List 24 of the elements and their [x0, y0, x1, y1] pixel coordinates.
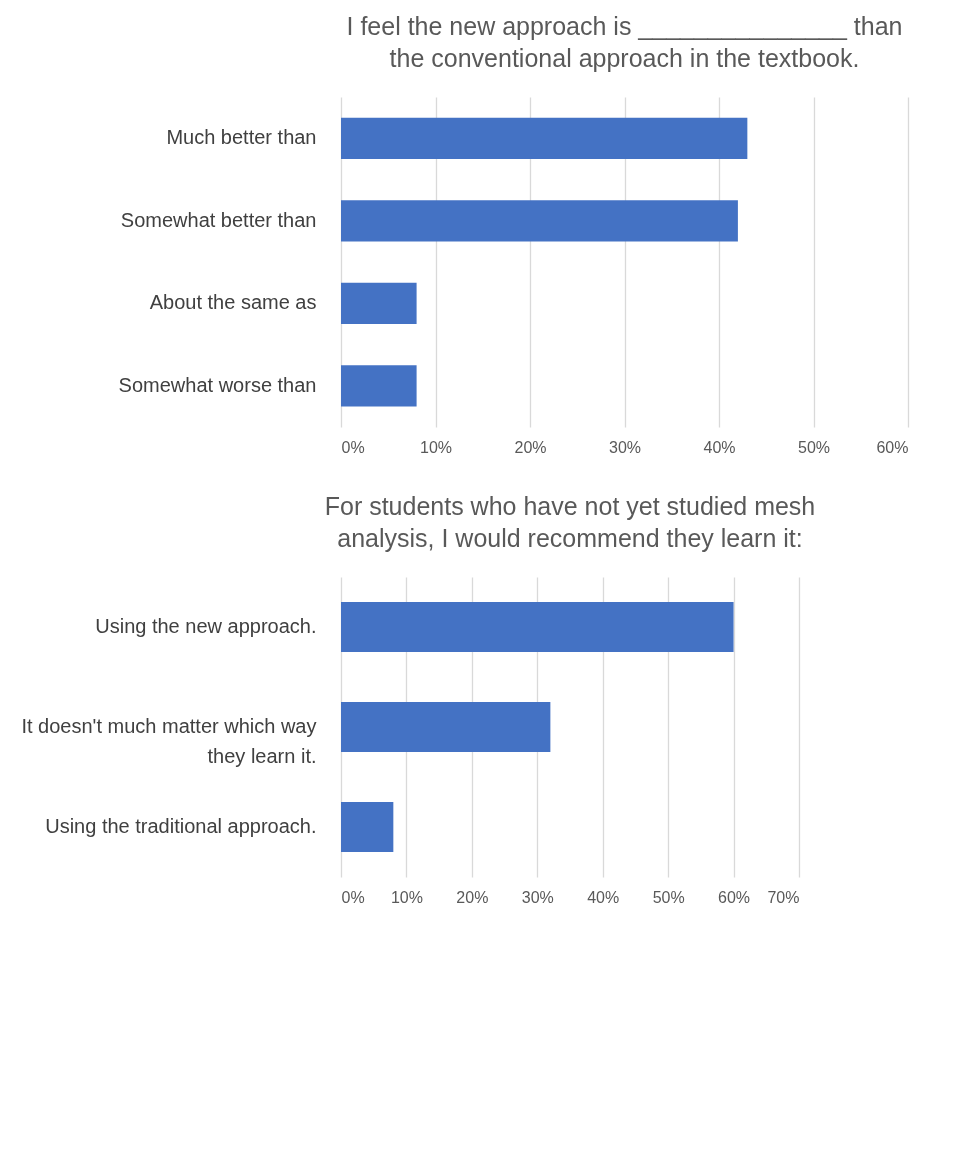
chart-title: For students who have not yet studied mesh analysis, I would recommend they learn it: — [324, 492, 816, 552]
y-tick-label: Somewhat better than — [120, 208, 317, 231]
x-tick-label: 20% — [514, 438, 547, 456]
y-tick-label: Somewhat worse than — [118, 373, 317, 396]
chart-title: I feel the new approach is _______________ than the conventional approach in the textbook. — [346, 12, 903, 72]
x-tick-label: 40% — [703, 438, 736, 456]
x-tick-label: 30% — [608, 438, 642, 456]
y-tick-label: It doesn't much matter which way they learn it. — [21, 715, 317, 767]
y-tick-label: About the same as — [149, 291, 317, 314]
x-tick-label: 10% — [419, 438, 453, 456]
x-tick-label: 60% — [718, 888, 751, 906]
x-tick-label: 30% — [521, 888, 554, 906]
x-tick-label: 0% — [341, 888, 365, 906]
x-tick-label: 20% — [456, 888, 489, 906]
x-tick-label: 60% — [876, 438, 909, 456]
y-tick-label: Using the traditional approach. — [45, 815, 317, 837]
y-tick-label: Using the new approach. — [95, 615, 317, 637]
x-tick-label: 0% — [341, 438, 365, 456]
x-tick-label: 40% — [587, 888, 620, 906]
x-tick-label: 50% — [652, 888, 685, 906]
x-tick-label: 10% — [390, 888, 423, 906]
x-tick-label: 50% — [797, 438, 831, 456]
y-tick-label: Much better than — [166, 126, 317, 149]
x-tick-label: 70% — [767, 888, 800, 906]
